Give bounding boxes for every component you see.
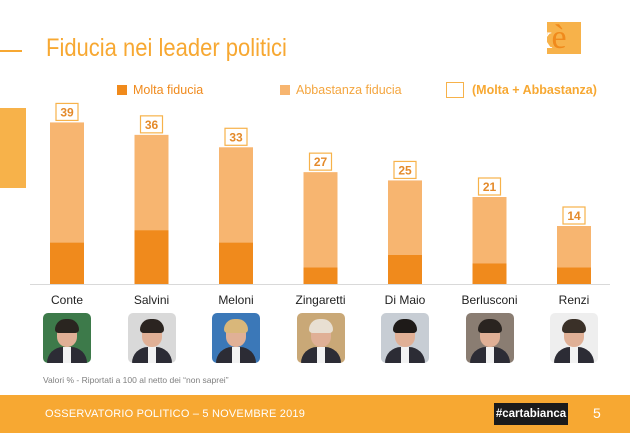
total-label-box <box>562 206 586 225</box>
logo-text-accent: è <box>551 19 566 56</box>
photo-hair <box>308 319 333 333</box>
legend-abbastanza: Abbastanza fiducia <box>280 82 402 98</box>
photo-hair <box>477 319 502 333</box>
bar-molta-conte <box>50 242 84 284</box>
category-label: Zingaretti <box>295 293 345 307</box>
bar-molta-di-maio <box>388 255 422 284</box>
bar-molta-meloni <box>219 242 253 284</box>
photo-conte <box>43 313 91 363</box>
total-label-box <box>55 102 79 122</box>
total-label: 14 <box>567 209 581 223</box>
photo-hair <box>55 319 79 333</box>
logo-box <box>547 22 581 54</box>
photo-salvini <box>127 313 176 363</box>
legend-molta: Molta fiducia <box>117 82 203 98</box>
page-title: Fiducia nei leader politici <box>46 34 287 62</box>
total-label: 39 <box>60 105 74 119</box>
bar-abbastanza-zingaretti <box>303 172 338 268</box>
left-accent-bar <box>0 108 26 188</box>
photo-collar <box>401 347 409 363</box>
photo-collar <box>63 347 71 363</box>
legend-swatch-molta <box>117 85 127 95</box>
legend-label-molta: Molta fiducia <box>133 83 204 97</box>
legend-label-abbastanza: Abbastanza fiducia <box>296 83 402 97</box>
photo-collar <box>147 347 156 363</box>
bar-abbastanza-berlusconi <box>472 197 507 264</box>
total-label: 21 <box>483 180 497 194</box>
cartabianca-tag: #cartabianca <box>494 403 568 425</box>
photo-renzi <box>550 313 598 363</box>
photo-berlusconi <box>465 313 514 363</box>
bar-abbastanza-meloni <box>219 147 253 243</box>
footer-text: OSSERVATORIO POLITICO – 5 NOVEMBRE 2019 <box>45 408 306 420</box>
photo-collar <box>316 347 325 363</box>
bar-molta-zingaretti <box>303 267 338 284</box>
logo-text-main: ix <box>527 19 552 56</box>
photo-collar <box>570 347 578 363</box>
bar-molta-salvini <box>134 230 169 284</box>
total-label: 36 <box>145 118 159 132</box>
photo-zingaretti <box>296 313 345 363</box>
bar-abbastanza-renzi <box>557 226 591 268</box>
legend-swatch-totale <box>446 82 464 98</box>
footer-bar: OSSERVATORIO POLITICO – 5 NOVEMBRE 2019 … <box>0 395 630 433</box>
photo-meloni <box>212 313 260 363</box>
photo-di-maio <box>381 313 429 363</box>
total-label-box <box>477 177 502 196</box>
logo-text: ixè <box>527 18 567 58</box>
legend-label-totale: (Molta + Abbastanza) <box>472 83 597 97</box>
total-label-box <box>393 160 417 180</box>
photo-hair <box>224 319 248 333</box>
bar-abbastanza-conte <box>50 122 84 243</box>
category-label: Berlusconi <box>461 293 517 307</box>
total-label-box <box>224 127 248 146</box>
legend-swatch-abbastanza <box>280 85 290 95</box>
bar-abbastanza-salvini <box>134 134 169 231</box>
total-label-box <box>139 115 164 134</box>
total-label-box <box>308 152 333 171</box>
photo-hair <box>562 319 586 333</box>
total-label: 33 <box>229 130 243 144</box>
category-label: Meloni <box>218 293 253 307</box>
photo-hair <box>139 319 164 333</box>
ixe-logo: ixè <box>527 18 583 60</box>
bar-molta-renzi <box>557 267 591 284</box>
photo-collar <box>485 347 494 363</box>
total-label: 25 <box>398 163 412 177</box>
bar-chart: 39 Conte 36 Salvini 33 Meloni 27 Zingaretti 25 Di… <box>30 102 610 307</box>
title-rule <box>0 50 22 52</box>
category-label: Di Maio <box>385 293 426 307</box>
total-label: 27 <box>314 155 328 169</box>
page-number: 5 <box>593 405 601 421</box>
photo-hair <box>393 319 417 333</box>
legend-totale: (Molta + Abbastanza) <box>446 82 597 98</box>
category-label: Conte <box>51 293 83 307</box>
photo-collar <box>232 347 240 363</box>
bar-molta-berlusconi <box>472 263 507 284</box>
footnote: Valori % - Riportati a 100 al netto dei … <box>43 375 229 385</box>
category-label: Renzi <box>559 293 590 307</box>
bar-abbastanza-di-maio <box>388 180 422 255</box>
category-label: Salvini <box>134 293 169 307</box>
